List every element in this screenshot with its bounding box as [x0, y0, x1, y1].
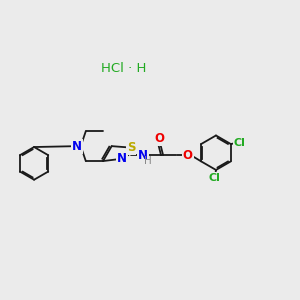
- Text: Cl: Cl: [234, 138, 246, 148]
- Text: N: N: [117, 152, 128, 165]
- Text: H: H: [144, 156, 152, 166]
- Text: N: N: [72, 140, 82, 153]
- Text: O: O: [183, 148, 193, 162]
- Text: O: O: [154, 132, 164, 145]
- Text: N: N: [138, 148, 148, 162]
- Text: Cl: Cl: [208, 173, 220, 183]
- Text: HCl · H: HCl · H: [100, 62, 146, 75]
- Text: S: S: [127, 141, 135, 154]
